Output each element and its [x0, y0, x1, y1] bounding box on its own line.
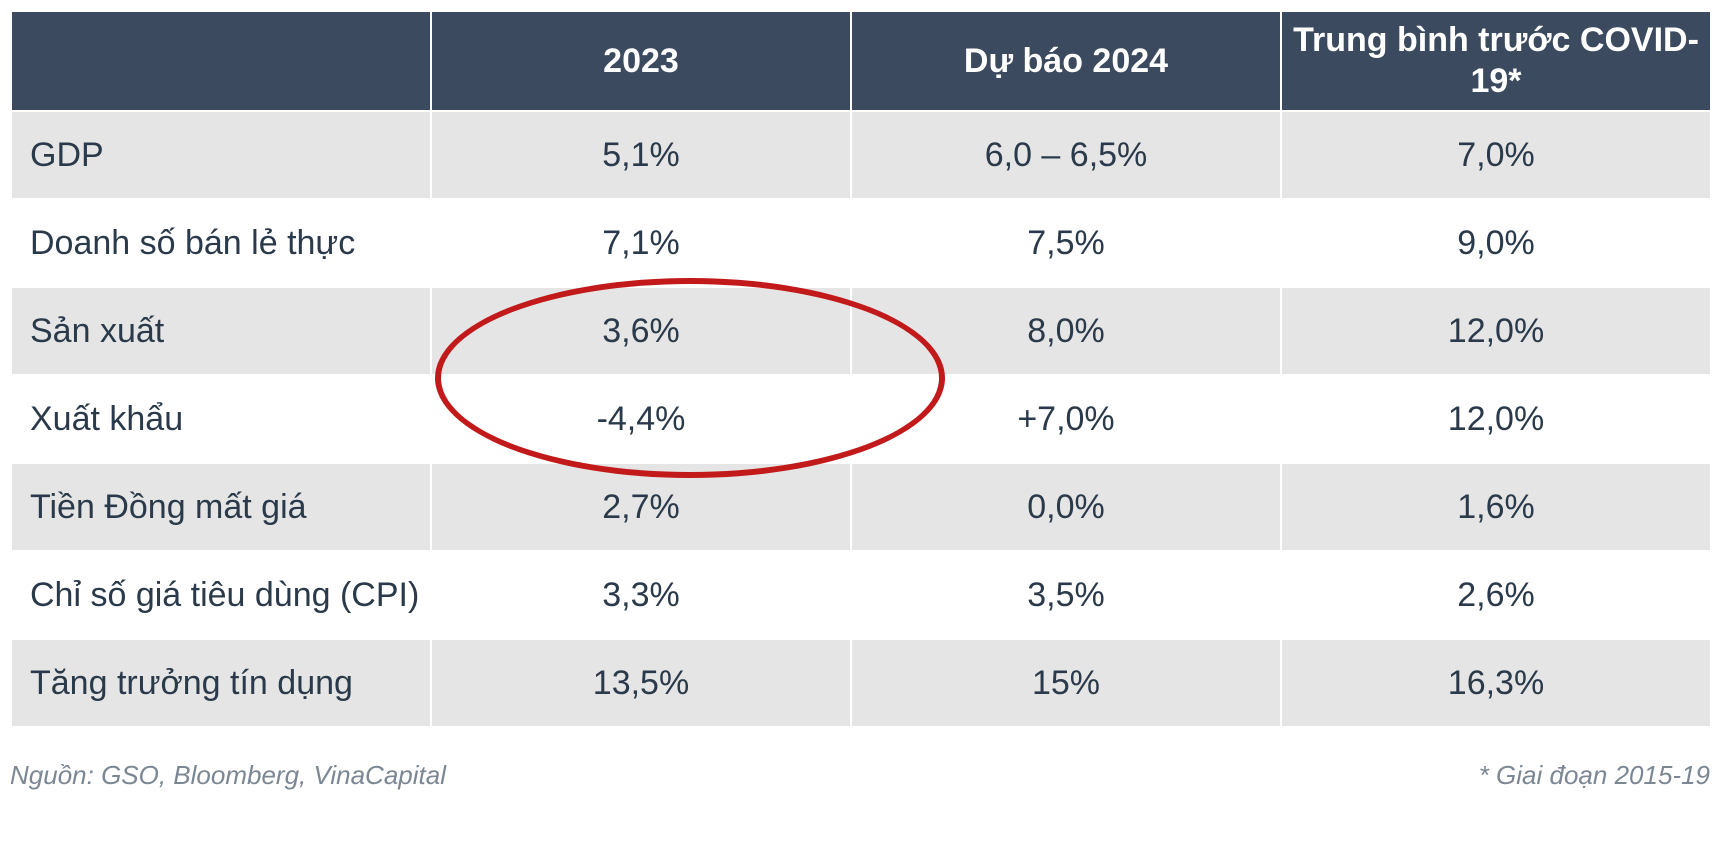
cell-value: 7,5%	[851, 199, 1281, 287]
cell-value: 0,0%	[851, 463, 1281, 551]
cell-metric: Tăng trưởng tín dụng	[11, 639, 431, 727]
cell-value: 12,0%	[1281, 375, 1711, 463]
cell-value: +7,0%	[851, 375, 1281, 463]
economic-forecast-table: 2023 Dự báo 2024 Trung bình trước COVID-…	[10, 10, 1712, 728]
cell-value: 7,0%	[1281, 111, 1711, 199]
cell-value: 13,5%	[431, 639, 851, 727]
cell-metric: Chỉ số giá tiêu dùng (CPI)	[11, 551, 431, 639]
cell-value: 15%	[851, 639, 1281, 727]
cell-value: 9,0%	[1281, 199, 1711, 287]
table-row: Xuất khẩu -4,4% +7,0% 12,0%	[11, 375, 1711, 463]
cell-value: 2,7%	[431, 463, 851, 551]
cell-value: 8,0%	[851, 287, 1281, 375]
cell-value: 2,6%	[1281, 551, 1711, 639]
cell-value: 5,1%	[431, 111, 851, 199]
source-note: Nguồn: GSO, Bloomberg, VinaCapital	[10, 760, 446, 791]
cell-metric: Sản xuất	[11, 287, 431, 375]
period-note: * Giai đoạn 2015-19	[1479, 760, 1710, 791]
cell-value: 3,5%	[851, 551, 1281, 639]
col-header-precovid-avg: Trung bình trước COVID-19*	[1281, 11, 1711, 111]
cell-value: 6,0 – 6,5%	[851, 111, 1281, 199]
cell-value: 7,1%	[431, 199, 851, 287]
table-row: GDP 5,1% 6,0 – 6,5% 7,0%	[11, 111, 1711, 199]
col-header-2023: 2023	[431, 11, 851, 111]
table-row: Sản xuất 3,6% 8,0% 12,0%	[11, 287, 1711, 375]
table-footer: Nguồn: GSO, Bloomberg, VinaCapital * Gia…	[10, 760, 1710, 791]
cell-metric: GDP	[11, 111, 431, 199]
col-header-metric	[11, 11, 431, 111]
cell-metric: Xuất khẩu	[11, 375, 431, 463]
cell-value: 3,6%	[431, 287, 851, 375]
cell-metric: Tiền Đồng mất giá	[11, 463, 431, 551]
cell-value: 1,6%	[1281, 463, 1711, 551]
table-row: Tăng trưởng tín dụng 13,5% 15% 16,3%	[11, 639, 1711, 727]
economic-table-container: 2023 Dự báo 2024 Trung bình trước COVID-…	[10, 10, 1710, 728]
cell-value: -4,4%	[431, 375, 851, 463]
table-row: Tiền Đồng mất giá 2,7% 0,0% 1,6%	[11, 463, 1711, 551]
table-row: Doanh số bán lẻ thực 7,1% 7,5% 9,0%	[11, 199, 1711, 287]
table-row: Chỉ số giá tiêu dùng (CPI) 3,3% 3,5% 2,6…	[11, 551, 1711, 639]
cell-value: 16,3%	[1281, 639, 1711, 727]
cell-metric: Doanh số bán lẻ thực	[11, 199, 431, 287]
col-header-forecast-2024: Dự báo 2024	[851, 11, 1281, 111]
table-header-row: 2023 Dự báo 2024 Trung bình trước COVID-…	[11, 11, 1711, 111]
cell-value: 12,0%	[1281, 287, 1711, 375]
cell-value: 3,3%	[431, 551, 851, 639]
